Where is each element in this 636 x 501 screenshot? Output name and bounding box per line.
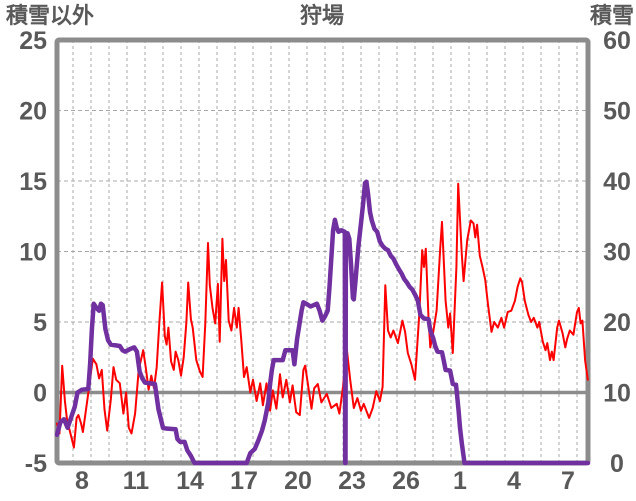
left-axis-title: 積雪以外 — [6, 3, 95, 28]
chart-title: 狩場 — [299, 3, 345, 28]
plot-frame — [54, 37, 591, 466]
x-axis-tick-label: 8 — [75, 467, 89, 495]
left-axis-tick-label: 20 — [19, 98, 47, 126]
right-axis-tick-label: 30 — [603, 239, 631, 267]
right-axis-tick-label: 20 — [603, 309, 631, 337]
x-axis-tick-label: 14 — [176, 467, 204, 495]
data-series — [54, 179, 591, 466]
left-axis-tick-label: 15 — [19, 168, 47, 196]
left-axis-tick-label: 0 — [33, 380, 47, 408]
series-line-purple — [54, 179, 591, 466]
x-axis-tick-label: 20 — [284, 467, 312, 495]
left-axis-tick-labels: 25 20 15 10 5 0 -5 — [19, 27, 47, 478]
right-axis-tick-labels: 60 50 40 30 20 10 0 — [603, 27, 631, 478]
left-axis-tick-label: 25 — [19, 27, 47, 55]
horizontal-gridlines — [57, 110, 588, 323]
right-axis-title: 積雪 — [589, 3, 634, 28]
x-axis-tick-labels: 8 11 14 17 20 23 26 1 4 7 — [75, 467, 575, 495]
right-axis-tick-label: 10 — [603, 380, 631, 408]
left-axis-tick-label: 10 — [19, 239, 47, 267]
right-axis-tick-label: 40 — [603, 168, 631, 196]
left-axis-tick-label: 5 — [33, 309, 47, 337]
x-axis-tick-label: 17 — [230, 467, 258, 495]
x-axis-tick-label: 4 — [507, 467, 521, 495]
plot-border — [54, 37, 591, 466]
x-axis-tick-label: 7 — [561, 467, 575, 495]
x-axis-tick-label: 11 — [123, 467, 150, 495]
right-axis-tick-label: 0 — [610, 450, 624, 478]
right-axis-tick-label: 50 — [603, 98, 631, 126]
x-axis-tick-label: 23 — [338, 467, 366, 495]
series-line-red — [56, 182, 589, 449]
right-axis-tick-label: 60 — [603, 27, 631, 55]
x-axis-tick-label: 1 — [453, 467, 467, 495]
x-axis-tick-label: 26 — [392, 467, 420, 495]
left-axis-tick-label: -5 — [25, 450, 47, 478]
